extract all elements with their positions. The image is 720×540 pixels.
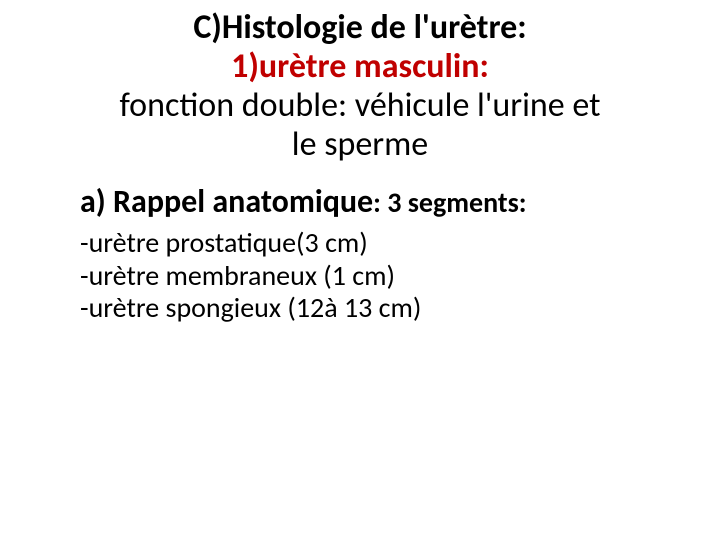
- subtitle-prefix: a) Rappel anatomique: [80, 182, 373, 221]
- title-block: C)Histologie de l'urètre: 1)urètre mascu…: [0, 0, 720, 164]
- list-item: -urètre membraneux (1 cm): [80, 260, 680, 292]
- list-item: -urètre spongieux (12à 13 cm): [80, 292, 680, 324]
- slide: C)Histologie de l'urètre: 1)urètre mascu…: [0, 0, 720, 540]
- segments-list: -urètre prostatique(3 cm) -urètre membra…: [0, 227, 720, 324]
- title-line-4: le sperme: [0, 125, 720, 164]
- list-item: -urètre prostatique(3 cm): [80, 227, 680, 259]
- title-line-2: 1)urètre masculin:: [0, 47, 720, 86]
- subtitle-block: a) Rappel anatomique: 3 segments:: [0, 182, 720, 221]
- title-line-1: C)Histologie de l'urètre:: [0, 8, 720, 47]
- subtitle-suffix: : 3 segments:: [373, 185, 526, 220]
- title-line-3: fonction double: véhicule l'urine et: [0, 86, 720, 125]
